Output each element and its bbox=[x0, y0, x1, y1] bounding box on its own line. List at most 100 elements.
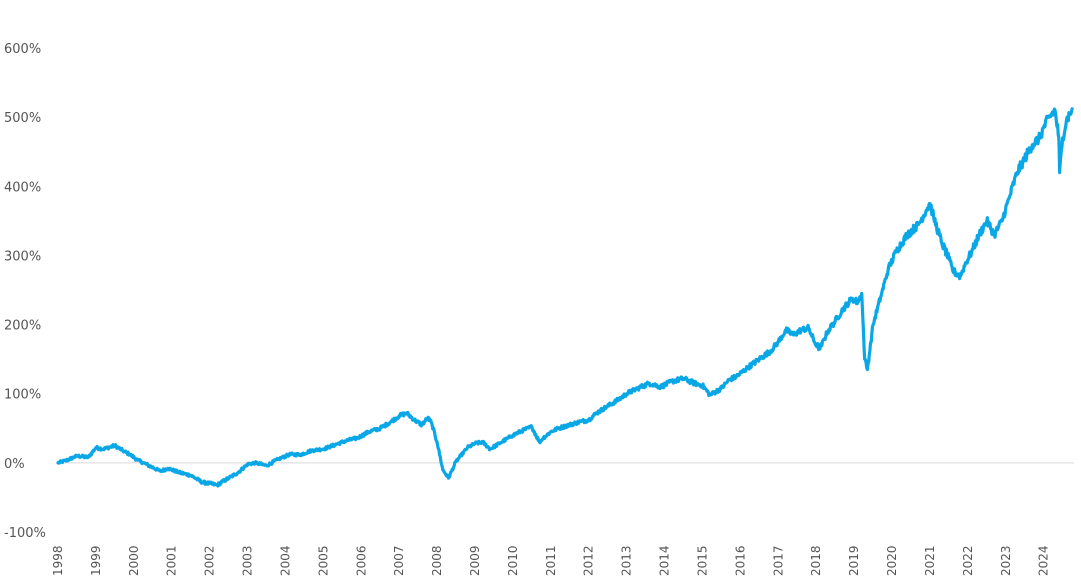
data-point bbox=[287, 453, 291, 456]
data-point bbox=[435, 440, 439, 444]
y-tick-label: 400% bbox=[4, 180, 41, 195]
data-point bbox=[1030, 143, 1034, 147]
data-point bbox=[727, 378, 731, 382]
data-point bbox=[579, 419, 583, 423]
data-point bbox=[682, 377, 685, 380]
data-point bbox=[1065, 119, 1068, 122]
data-point bbox=[500, 440, 503, 444]
data-point bbox=[86, 455, 90, 459]
data-point bbox=[799, 328, 803, 332]
y-tick-label: 200% bbox=[4, 319, 41, 334]
data-point bbox=[321, 447, 325, 451]
data-point bbox=[850, 296, 854, 300]
x-tick-label: 2024 bbox=[1037, 545, 1051, 576]
data-point bbox=[860, 292, 864, 295]
data-point bbox=[871, 323, 875, 326]
data-point bbox=[177, 471, 181, 474]
data-point bbox=[735, 375, 738, 378]
data-point bbox=[932, 216, 936, 219]
x-axis: 1998 1999 2000 2001 2002 2003 2004 2005 2006 2007… bbox=[51, 545, 1051, 576]
data-point bbox=[1053, 108, 1057, 112]
data-point bbox=[426, 416, 430, 420]
x-tick-label: 2015 bbox=[695, 545, 709, 576]
data-point bbox=[701, 384, 704, 387]
data-point bbox=[833, 319, 837, 323]
data-point bbox=[333, 443, 337, 447]
data-point bbox=[951, 269, 955, 273]
data-point bbox=[905, 233, 909, 237]
data-point bbox=[720, 386, 723, 390]
data-point bbox=[430, 421, 433, 425]
data-point bbox=[879, 295, 883, 299]
data-point bbox=[1058, 171, 1061, 174]
x-tick-label: 2018 bbox=[809, 545, 823, 576]
x-tick-label: 2023 bbox=[999, 545, 1013, 576]
data-point bbox=[776, 340, 780, 344]
x-tick-label: 2014 bbox=[658, 545, 672, 576]
data-point bbox=[511, 433, 515, 437]
data-point bbox=[94, 446, 98, 450]
data-point bbox=[958, 274, 962, 278]
data-point bbox=[473, 442, 477, 445]
data-point bbox=[917, 222, 920, 226]
data-point bbox=[992, 233, 996, 237]
data-point bbox=[1023, 157, 1027, 161]
data-point bbox=[356, 436, 359, 440]
data-point bbox=[964, 260, 968, 264]
data-point bbox=[826, 330, 829, 333]
data-point bbox=[158, 469, 162, 473]
data-point bbox=[746, 366, 750, 369]
data-point bbox=[466, 446, 469, 450]
data-point bbox=[397, 414, 401, 418]
data-point bbox=[617, 397, 621, 401]
data-point bbox=[147, 464, 151, 468]
data-point bbox=[454, 460, 458, 463]
data-point bbox=[947, 257, 951, 261]
data-point bbox=[276, 458, 280, 461]
x-tick-label: 2000 bbox=[127, 545, 141, 576]
x-tick-label: 2003 bbox=[241, 545, 255, 576]
data-point bbox=[367, 430, 371, 434]
x-tick-label: 2004 bbox=[278, 545, 292, 576]
data-point bbox=[390, 419, 394, 423]
y-axis: -100% 0% 100% 200% 300% 400% 500% 600% bbox=[4, 42, 46, 541]
data-point bbox=[928, 202, 932, 205]
x-tick-label: 2013 bbox=[620, 545, 634, 576]
data-point bbox=[1038, 136, 1042, 140]
data-point bbox=[246, 462, 249, 466]
data-point bbox=[894, 250, 898, 254]
data-point bbox=[1047, 115, 1051, 119]
y-tick-label: 500% bbox=[4, 111, 41, 126]
data-point bbox=[215, 483, 219, 487]
data-point bbox=[189, 473, 193, 477]
x-tick-label: 2017 bbox=[771, 545, 785, 576]
data-point bbox=[522, 428, 526, 432]
data-point bbox=[344, 439, 348, 443]
data-point bbox=[924, 209, 928, 212]
data-point bbox=[939, 240, 943, 244]
data-point bbox=[102, 447, 105, 451]
data-point bbox=[121, 449, 124, 452]
y-tick-label: 300% bbox=[4, 249, 41, 264]
data-point bbox=[412, 418, 416, 422]
x-tick-label: 1998 bbox=[51, 545, 65, 576]
data-point bbox=[56, 461, 60, 465]
x-tick-label: 2016 bbox=[733, 545, 747, 576]
data-point bbox=[488, 447, 492, 451]
data-point bbox=[227, 476, 230, 480]
x-tick-label: 2007 bbox=[392, 545, 406, 576]
series-group bbox=[56, 107, 1074, 488]
data-point bbox=[568, 423, 572, 427]
data-point bbox=[481, 440, 484, 444]
data-point bbox=[405, 411, 409, 415]
data-point bbox=[1057, 136, 1061, 140]
data-point bbox=[856, 301, 860, 304]
data-point bbox=[1008, 195, 1011, 199]
y-tick-label: 600% bbox=[4, 42, 41, 57]
data-point bbox=[812, 340, 816, 344]
data-point bbox=[530, 425, 534, 429]
data-point bbox=[841, 307, 845, 311]
data-point bbox=[807, 326, 811, 330]
